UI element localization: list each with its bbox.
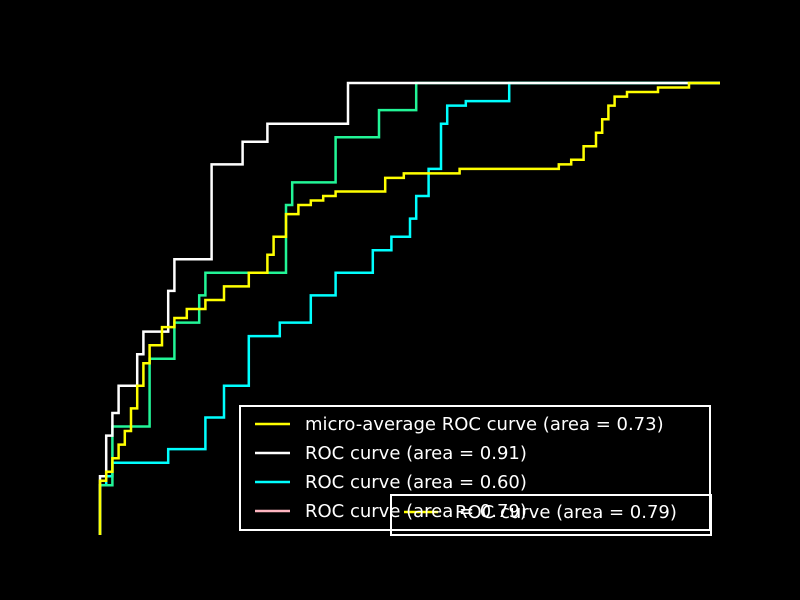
main-legend-frame xyxy=(239,405,711,531)
series-line-3 xyxy=(98,81,720,535)
legend-label-class-0: ROC curve (area = 0.91) xyxy=(305,443,527,464)
overlap-legend-label: ROC curve (area = 0.79) xyxy=(455,502,677,523)
series-line-2 xyxy=(98,81,720,535)
legend-label-micro: micro-average ROC curve (area = 0.73) xyxy=(305,414,664,435)
series-line-1 xyxy=(98,81,720,535)
overlap-legend-frame xyxy=(390,494,712,536)
series-line-0 xyxy=(98,81,720,535)
main-legend: micro-average ROC curve (area = 0.73) RO… xyxy=(239,405,711,531)
plot-lines xyxy=(98,81,720,535)
overlap-legend: ROC curve (area = 0.79) xyxy=(390,494,712,536)
legend-label-class-1: ROC curve (area = 0.60) xyxy=(305,472,527,493)
legend-label-class-2: ROC curve (area = 0.79) xyxy=(305,501,527,522)
